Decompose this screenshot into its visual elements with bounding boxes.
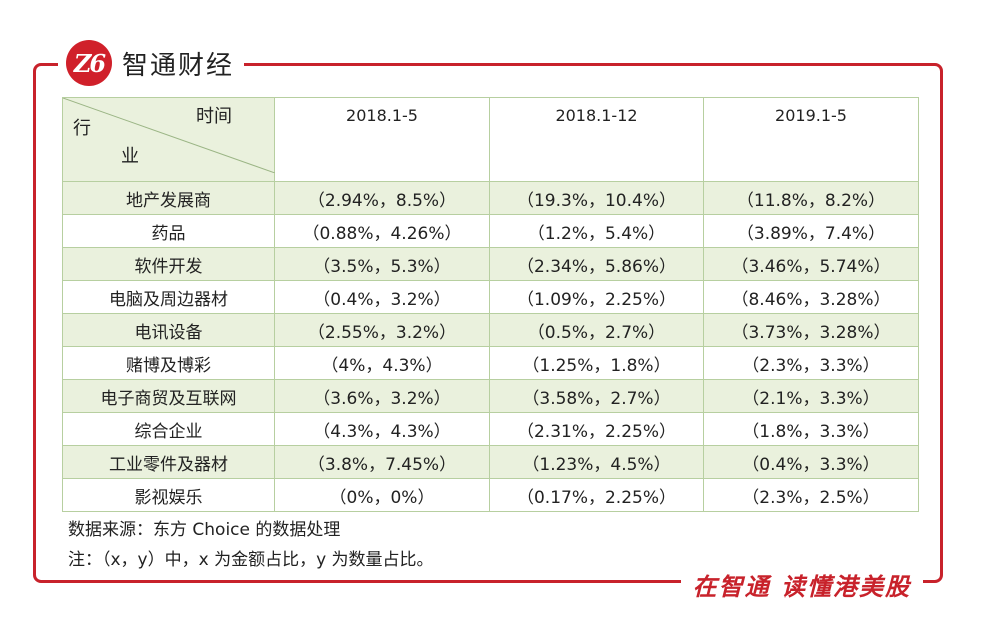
table-notes: 数据来源：东方 Choice 的数据处理 注：（x，y）中，x 为金额占比，y … [68,515,434,575]
brand-header: Z6 智通财经 [58,38,245,88]
table-cell: （8.46%，3.28%） [703,280,919,314]
row-label: 电讯设备 [62,313,275,347]
table-cell: （0.4%，3.2%） [274,280,490,314]
table-row: 赌博及博彩 （4%，4.3%） （1.25%，1.8%） （2.3%，3.3%） [62,346,919,380]
row-label: 工业零件及器材 [62,445,275,479]
column-header: 2018.1-5 [274,97,490,182]
table-cell: （2.94%，8.5%） [274,181,490,215]
table-cell: （1.2%，5.4%） [489,214,704,248]
table-row: 综合企业 （4.3%，4.3%） （2.31%，2.25%） （1.8%，3.3… [62,412,919,446]
table-cell: （2.55%，3.2%） [274,313,490,347]
table-cell: （2.3%，2.5%） [703,478,919,512]
table-cell: （3.73%，3.28%） [703,313,919,347]
row-label: 电子商贸及互联网 [62,379,275,413]
table-row: 影视娱乐 （0%，0%） （0.17%，2.25%） （2.3%，2.5%） [62,478,919,512]
brand-logo-icon: Z6 [66,40,112,86]
table-cell: （3.89%，7.4%） [703,214,919,248]
table-cell: （4.3%，4.3%） [274,412,490,446]
table-cell: （2.3%，3.3%） [703,346,919,380]
brand-name: 智通财经 [122,50,235,81]
table-cell: （0.88%，4.26%） [274,214,490,248]
row-label: 影视娱乐 [62,478,275,512]
row-label: 电脑及周边器材 [62,280,275,314]
table-row: 电脑及周边器材 （0.4%，3.2%） （1.09%，2.25%） （8.46%… [62,280,919,314]
table-cell: （0%，0%） [274,478,490,512]
table-cell: （1.09%，2.25%） [489,280,704,314]
table-cell: （19.3%，10.4%） [489,181,704,215]
corner-industry-label-1: 行 [73,118,91,139]
table-cell: （2.34%，5.86%） [489,247,704,281]
table-cell: （0.17%，2.25%） [489,478,704,512]
table-cell: （1.25%，1.8%） [489,346,704,380]
table-row: 电讯设备 （2.55%，3.2%） （0.5%，2.7%） （3.73%，3.2… [62,313,919,347]
corner-time-label: 时间 [196,106,232,127]
table-corner-header: 时间 行 业 [62,97,275,182]
table-cell: （0.5%，2.7%） [489,313,704,347]
table-cell: （3.8%，7.45%） [274,445,490,479]
brand-slogan: 在智通 读懂港美股 [680,566,923,602]
corner-industry-label-2: 业 [121,146,139,167]
red-frame [33,63,943,583]
xy-explanation-note: 注：（x，y）中，x 为金额占比，y 为数量占比。 [68,550,434,570]
row-label: 地产发展商 [62,181,275,215]
table-row: 地产发展商 （2.94%，8.5%） （19.3%，10.4%） （11.8%，… [62,181,919,215]
table-cell: （4%，4.3%） [274,346,490,380]
corner-diagonal [63,98,275,173]
table-row: 软件开发 （3.5%，5.3%） （2.34%，5.86%） （3.46%，5.… [62,247,919,281]
table-cell: （1.23%，4.5%） [489,445,704,479]
row-label: 赌博及博彩 [62,346,275,380]
row-label: 软件开发 [62,247,275,281]
industry-ratio-table: 时间 行 业 2018.1-5 2018.1-12 2019.1-5 地产发展商… [62,97,919,512]
table-cell: （3.6%，3.2%） [274,379,490,413]
table-cell: （2.1%，3.3%） [703,379,919,413]
table-cell: （3.5%，5.3%） [274,247,490,281]
column-header: 2019.1-5 [703,97,919,182]
data-source-note: 数据来源：东方 Choice 的数据处理 [68,520,341,540]
column-header: 2018.1-12 [489,97,704,182]
table-cell: （3.46%，5.74%） [703,247,919,281]
table-row: 电子商贸及互联网 （3.6%，3.2%） （3.58%，2.7%） （2.1%，… [62,379,919,413]
row-label: 药品 [62,214,275,248]
table-cell: （11.8%，8.2%） [703,181,919,215]
table-row: 工业零件及器材 （3.8%，7.45%） （1.23%，4.5%） （0.4%，… [62,445,919,479]
table-cell: （0.4%，3.3%） [703,445,919,479]
table-cell: （2.31%，2.25%） [489,412,704,446]
row-label: 综合企业 [62,412,275,446]
table-row: 药品 （0.88%，4.26%） （1.2%，5.4%） （3.89%，7.4%… [62,214,919,248]
table-cell: （3.58%，2.7%） [489,379,704,413]
table-cell: （1.8%，3.3%） [703,412,919,446]
